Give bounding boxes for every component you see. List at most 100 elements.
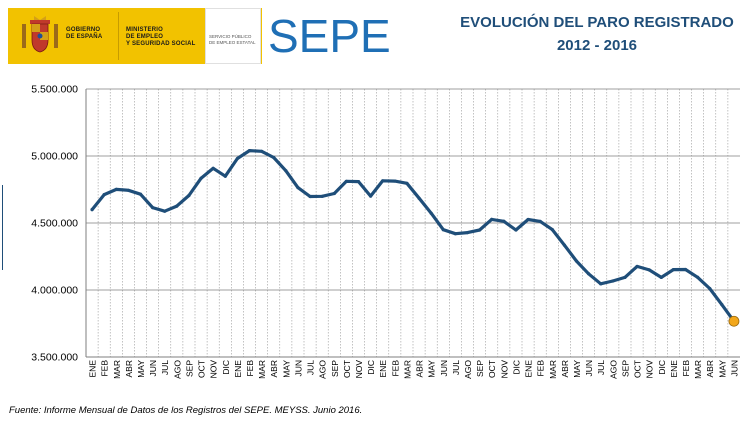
government-label: GOBIERNO DE ESPAÑA [66, 27, 103, 40]
data-point [235, 156, 239, 161]
x-tick-label: ABR [415, 360, 425, 377]
data-point [126, 188, 130, 192]
data-point [187, 193, 191, 198]
coat-of-arms-icon [22, 16, 58, 53]
x-tick-label: JUN [584, 360, 594, 377]
data-point [247, 149, 252, 153]
data-point [599, 282, 603, 286]
data-point [381, 179, 385, 183]
x-tick-label: OCT [487, 360, 497, 378]
x-tick-label: FEB [681, 360, 691, 377]
chart-title-line1: EVOLUCIÓN DEL PARO REGISTRADO [460, 14, 734, 31]
data-point [514, 228, 518, 232]
data-point [163, 209, 167, 213]
x-tick-label: ABR [269, 360, 279, 377]
data-point [574, 259, 579, 263]
data-point [260, 149, 264, 153]
x-tick-label: AGO [463, 360, 473, 379]
x-tick-label: ENE [88, 360, 98, 378]
data-point [151, 205, 155, 210]
ministry-label: MINISTERIO DE EMPLEO Y SEGURIDAD SOCIAL [126, 27, 196, 47]
data-point [211, 166, 215, 170]
x-tick-label: DIC [657, 360, 667, 375]
x-tick-label: SEP [184, 360, 194, 377]
data-point [502, 219, 506, 223]
x-tick-label: NOV [645, 360, 655, 379]
data-point [320, 194, 324, 198]
chart-title-line2: 2012 - 2016 [556, 37, 638, 54]
x-tick-label: ENE [378, 360, 388, 378]
x-tick-label: JUN [148, 360, 158, 377]
service-label: SERVICIO PÚBLICO DE EMPLEO ESTATAL [209, 34, 256, 45]
header: GOBIERNO DE ESPAÑA MINISTERIO DE EMPLEO … [0, 0, 754, 70]
data-point [623, 275, 627, 280]
x-tick-label: MAY [572, 360, 582, 378]
x-tick-label: MAY [281, 360, 291, 378]
x-tick-label: MAR [693, 360, 703, 379]
data-point [369, 194, 373, 198]
data-point [526, 217, 530, 222]
x-tick-label: DIC [511, 360, 521, 375]
x-tick-label: JUN [293, 360, 303, 377]
service-label-block: SERVICIO PÚBLICO DE EMPLEO ESTATAL [205, 8, 261, 64]
x-tick-label: DIC [221, 360, 231, 375]
x-tick-label: NOV [209, 360, 219, 379]
data-point [611, 279, 615, 283]
data-point [393, 179, 397, 183]
y-tick-label: 4.000.000 [31, 285, 78, 297]
x-tick-label: SEP [475, 360, 485, 377]
x-tick-label: FEB [100, 360, 110, 377]
data-point [647, 268, 651, 272]
x-tick-label: JUL [160, 360, 170, 375]
data-point [114, 187, 118, 191]
data-point [562, 243, 566, 247]
data-point [272, 155, 276, 160]
data-point [683, 267, 688, 272]
data-point [720, 303, 724, 307]
x-tick-label: NOV [354, 360, 364, 379]
x-tick-label: DIC [366, 360, 376, 375]
data-point [538, 219, 542, 223]
data-point [199, 176, 203, 180]
x-tick-label: JUN [729, 360, 739, 377]
data-point [696, 275, 700, 279]
x-tick-label: MAR [112, 360, 122, 379]
x-tick-label: ABR [124, 360, 134, 377]
y-tick-label: 5.000.000 [31, 151, 78, 163]
x-tick-label: SEP [330, 360, 340, 377]
data-point [671, 268, 675, 272]
source-note: Fuente: Informe Mensual de Datos de los … [9, 405, 363, 416]
data-point [550, 227, 554, 232]
chart-title: EVOLUCIÓN DEL PARO REGISTRADO 2012 - 201… [440, 11, 754, 57]
x-tick-label: MAY [427, 360, 437, 378]
last-value-marker [728, 315, 740, 327]
data-point [175, 204, 179, 208]
data-point [138, 192, 143, 196]
x-tick-label: JUL [306, 360, 316, 375]
divider [118, 12, 119, 60]
data-point [635, 264, 639, 269]
data-point [708, 286, 712, 291]
x-tick-label: MAR [257, 360, 267, 379]
data-point [659, 275, 663, 280]
data-point [405, 181, 409, 185]
y-tick-label: 3.500.000 [31, 352, 78, 364]
data-point [356, 179, 361, 184]
data-point [308, 194, 312, 199]
x-tick-label: ABR [705, 360, 715, 377]
data-point [490, 217, 494, 221]
x-tick-label: JUL [451, 360, 461, 375]
data-point [332, 191, 336, 196]
x-tick-label: FEB [390, 360, 400, 377]
x-tick-label: AGO [318, 360, 328, 379]
x-tick-label: OCT [633, 360, 643, 378]
x-tick-label: AGO [608, 360, 618, 379]
sepe-logo: SEPE [268, 10, 391, 62]
data-point [90, 208, 94, 212]
series-line [90, 149, 736, 323]
data-point [102, 192, 106, 197]
left-accent-line [2, 185, 3, 270]
x-tick-label: MAY [136, 360, 146, 378]
x-tick-label: ABR [560, 360, 570, 377]
data-point [417, 196, 421, 200]
